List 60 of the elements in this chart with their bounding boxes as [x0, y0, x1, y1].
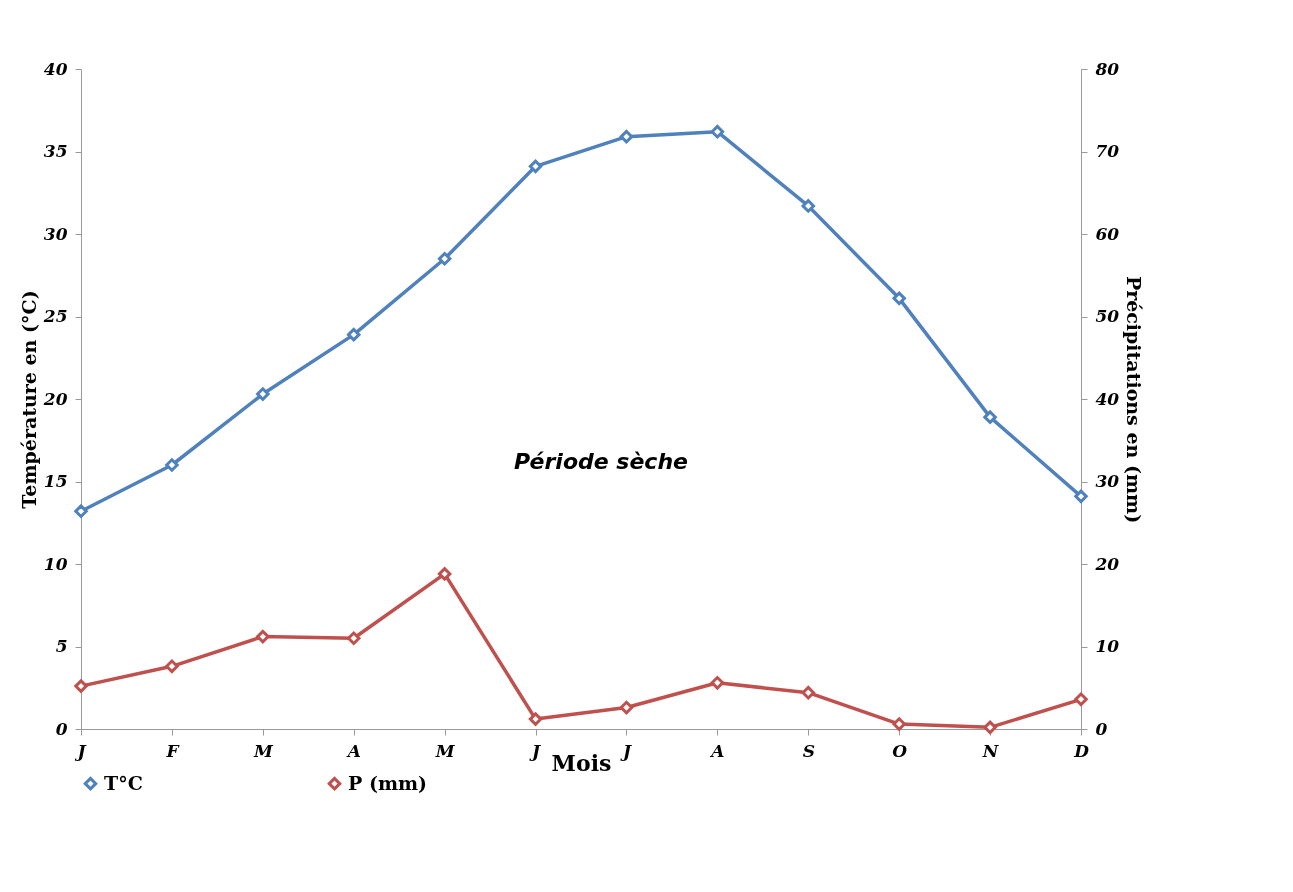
point	[983, 720, 997, 735]
legend-label: P (mm)	[348, 771, 428, 794]
legend-label: T°C	[104, 771, 143, 794]
y-tick-label: 35	[43, 141, 68, 161]
point	[1074, 489, 1088, 504]
point	[1074, 692, 1088, 707]
x-tick-label: F	[165, 740, 181, 761]
point	[437, 567, 452, 581]
point	[74, 504, 88, 518]
point	[165, 458, 179, 472]
x-tick-label: N	[981, 740, 1000, 761]
point	[74, 679, 88, 693]
y2-tick-label: 20	[1094, 553, 1120, 574]
y-tick-label: 25	[42, 306, 68, 326]
point	[619, 129, 634, 144]
point	[801, 199, 816, 213]
point	[983, 410, 997, 424]
y-tick-label: 30	[43, 223, 68, 244]
point	[801, 685, 816, 700]
y2-tick-label: 30	[1095, 471, 1120, 491]
point	[165, 659, 179, 674]
y2-tick-label: 50	[1095, 306, 1120, 326]
y2-tick-label: 10	[1095, 636, 1120, 656]
point	[892, 717, 906, 731]
y-tick-label: 20	[42, 388, 68, 409]
point	[346, 327, 361, 342]
point	[528, 159, 543, 174]
point	[346, 631, 361, 645]
point	[528, 712, 543, 726]
point	[710, 124, 725, 139]
point	[256, 629, 270, 644]
x-tick-label: M	[434, 740, 456, 761]
y2-tick-label: 40	[1095, 388, 1120, 409]
x-tick-label: M	[252, 740, 274, 761]
y2-axis-title: Précipitations en (mm)	[1123, 275, 1146, 524]
x-tick-label: D	[1073, 740, 1090, 761]
point	[619, 700, 634, 715]
y-tick-label: 0	[55, 718, 68, 739]
y-axis-title: Température en (°C)	[17, 290, 40, 509]
x-tick-label: J	[529, 740, 542, 761]
point	[710, 676, 725, 690]
y-tick-label: 10	[43, 553, 68, 574]
point	[256, 387, 270, 401]
x-tick-label: A	[345, 740, 361, 761]
x-tick-label: A	[709, 740, 725, 761]
point	[892, 291, 906, 306]
x-tick-label: O	[892, 740, 908, 761]
y2-tick-label: 80	[1094, 58, 1120, 79]
y2-tick-label: 70	[1095, 141, 1120, 161]
y-tick-label: 5	[55, 636, 68, 656]
y-tick-label: 15	[43, 471, 68, 491]
point	[437, 252, 452, 266]
x-tick-label: J	[74, 740, 87, 761]
y2-tick-label: 60	[1095, 223, 1120, 244]
y-tick-label: 40	[43, 58, 68, 79]
x-axis-title: Mois	[551, 749, 612, 776]
x-tick-label: S	[802, 740, 815, 761]
annotation: Période sèche	[514, 448, 689, 474]
x-tick-label: J	[619, 740, 632, 761]
y2-tick-label: 0	[1095, 718, 1108, 739]
